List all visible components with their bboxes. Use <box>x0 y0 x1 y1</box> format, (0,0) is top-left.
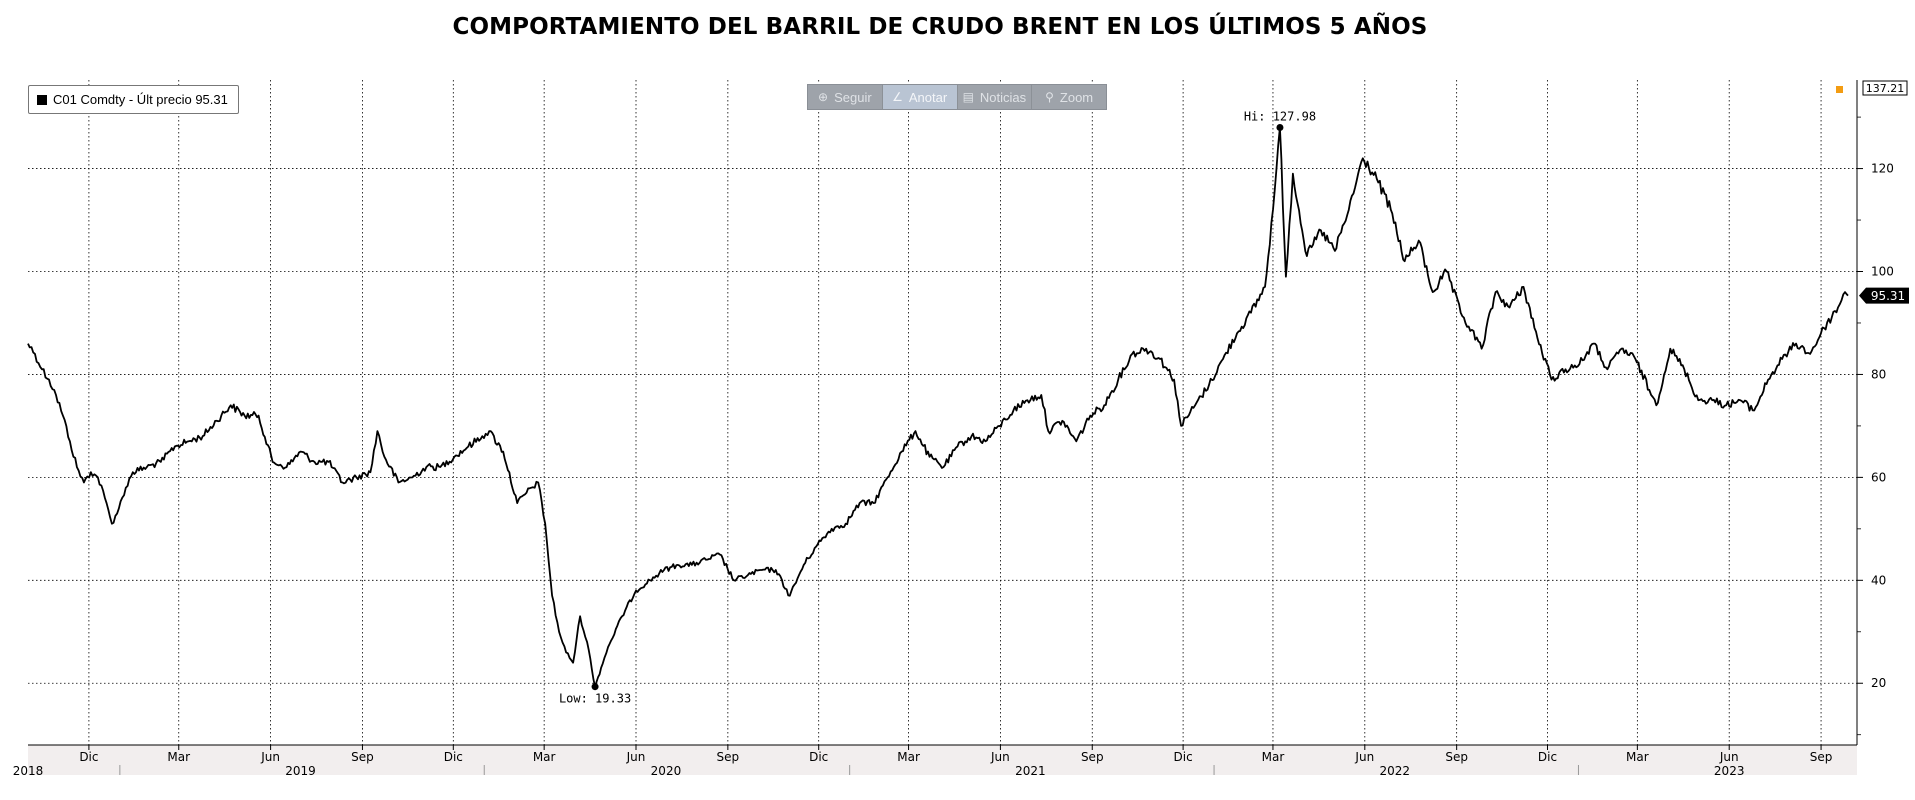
follow-button-label: Seguir <box>834 89 872 105</box>
legend-label: C01 Comdty - Últ precio 95.31 <box>53 92 228 107</box>
last-value-badge <box>1859 287 1909 304</box>
high-marker <box>1276 124 1284 132</box>
magnifier-icon: ⚲ <box>1045 90 1054 104</box>
y-tick-label: 100 <box>1871 265 1894 279</box>
axes: 20 40 60 80 100 120 Dic Mar Jun Sep Dic Mar Jun Sep Di… <box>13 80 1909 778</box>
x-month-label: Dic <box>1538 750 1557 764</box>
price-series-line <box>27 126 1849 688</box>
x-month-label: Sep <box>1810 750 1833 764</box>
annotate-button[interactable]: ∠ Anotar <box>882 85 958 109</box>
low-marker <box>591 683 599 691</box>
x-month-label: Sep <box>351 750 374 764</box>
x-year-label: 2021 <box>1015 764 1046 778</box>
x-axis-band <box>28 745 1857 775</box>
chart-title: COMPORTAMIENTO DEL BARRIL DE CRUDO BRENT… <box>452 14 1428 40</box>
high-label: Hi: 127.98 <box>1244 110 1316 124</box>
annotations: Low: 19.33 Hi: 127.98 <box>559 110 1316 706</box>
news-icon: ▤ <box>962 90 974 104</box>
x-month-label: Dic <box>809 750 828 764</box>
x-year-label: 2022 <box>1379 764 1410 778</box>
x-month-label: Dic <box>444 750 463 764</box>
news-button-label: Noticias <box>979 89 1027 105</box>
zoom-button[interactable]: ⚲ Zoom <box>1032 85 1106 109</box>
grid-lines <box>28 80 1857 745</box>
x-year-label: 2019 <box>285 764 316 778</box>
follow-button[interactable]: ⊕ Seguir <box>808 85 883 109</box>
series-group <box>27 126 1849 688</box>
y-tick-label: 40 <box>1871 573 1886 587</box>
y-tick-label: 60 <box>1871 470 1886 484</box>
x-year-label: 2018 <box>13 764 44 778</box>
x-month-label: Jun <box>626 750 646 764</box>
pencil-icon: ∠ <box>892 90 903 104</box>
y-tick-label: 80 <box>1871 367 1886 381</box>
x-month-label: Mar <box>1262 750 1285 764</box>
legend[interactable]: C01 Comdty - Últ precio 95.31 <box>28 85 239 114</box>
x-year-label: 2020 <box>651 764 682 778</box>
y-tick-label: 20 <box>1871 676 1886 690</box>
crosshair-icon: ⊕ <box>818 90 829 104</box>
x-month-label: Sep <box>1081 750 1104 764</box>
x-month-label: Jun <box>1719 750 1739 764</box>
zoom-button-label: Zoom <box>1059 89 1094 105</box>
low-label: Low: 19.33 <box>559 692 631 706</box>
chart-toolbar: ⊕ Seguir ∠ Anotar ▤ Noticias ⚲ Zoom <box>807 84 1107 110</box>
x-month-label: Jun <box>990 750 1010 764</box>
last-value-label: 95.31 <box>1871 289 1905 303</box>
orange-marker <box>1836 86 1843 93</box>
x-month-label: Mar <box>533 750 556 764</box>
annotate-button-label: Anotar <box>908 89 948 105</box>
y-tick-label: 120 <box>1871 162 1894 176</box>
x-month-label: Jun <box>1354 750 1374 764</box>
x-month-label: Sep <box>1445 750 1468 764</box>
axis-top-box <box>1862 80 1908 96</box>
x-month-label: Mar <box>897 750 920 764</box>
x-month-label: Dic <box>79 750 98 764</box>
x-year-label: 2023 <box>1714 764 1745 778</box>
axis-top-label: 137.21 <box>1866 82 1905 95</box>
legend-swatch <box>37 94 47 105</box>
x-month-label: Mar <box>1626 750 1649 764</box>
x-month-label: Sep <box>717 750 740 764</box>
x-month-label: Dic <box>1174 750 1193 764</box>
news-button[interactable]: ▤ Noticias <box>958 85 1033 109</box>
x-month-label: Jun <box>260 750 280 764</box>
x-month-label: Mar <box>167 750 190 764</box>
